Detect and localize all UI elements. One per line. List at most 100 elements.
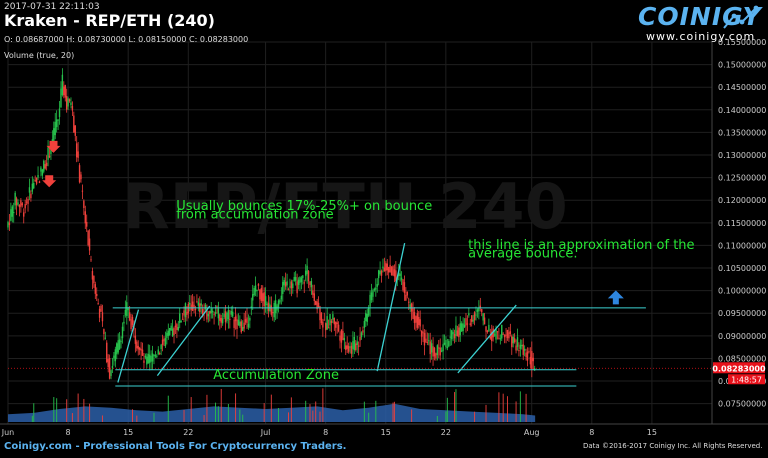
candle-body (511, 336, 513, 348)
candle-body (107, 359, 109, 368)
candle-body (206, 309, 208, 320)
candle-body (44, 164, 46, 169)
candle-body (7, 221, 9, 228)
candle-body (94, 284, 97, 294)
candle-body (61, 74, 64, 96)
footer-copyright: Data ©2016-2017 Coinigy Inc. All Rights … (583, 442, 763, 450)
candle-body (45, 162, 48, 167)
candle-body (342, 331, 344, 341)
candle-body (246, 317, 248, 324)
candle-body (157, 349, 159, 355)
y-tick-label: 0.11000000 (718, 241, 766, 250)
candle-body (465, 318, 467, 326)
candle-body (111, 365, 114, 369)
candle-body (492, 328, 494, 338)
annotation-text: average bounce. (468, 247, 577, 262)
candle-body (304, 270, 307, 276)
y-tick-label: 0.12000000 (718, 196, 766, 205)
candle-body (360, 332, 363, 338)
coinigy-url[interactable]: www.coinigy.com (646, 30, 756, 43)
candles (7, 68, 536, 422)
candle-body (33, 182, 35, 189)
candle-body (118, 339, 121, 350)
countdown-tag (728, 374, 765, 385)
footer-tagline[interactable]: Coinigy.com - Professional Tools For Cry… (4, 441, 347, 452)
candle-body (74, 125, 76, 136)
candle-body (233, 319, 235, 328)
y-tick-label: 0.09500000 (718, 309, 766, 318)
candle-body (513, 338, 516, 343)
candle-body (495, 329, 497, 340)
candle-body (140, 348, 142, 351)
candle-body (297, 279, 300, 285)
candle-body (37, 175, 39, 178)
candle-body (310, 280, 313, 288)
y-tick-label: 0.14500000 (718, 83, 766, 92)
candle-body (179, 313, 181, 324)
candle-body (81, 190, 84, 192)
candle-body (57, 119, 59, 121)
candle-body (532, 357, 534, 362)
y-tick-label: 0.15500000 (718, 38, 766, 47)
candle-body (455, 325, 457, 336)
candle-body (23, 212, 25, 217)
candle-body (163, 338, 165, 342)
candle-body (284, 282, 287, 287)
candle-body (430, 343, 433, 353)
candle-body (236, 319, 238, 329)
candle-body (472, 319, 474, 322)
candle-body (369, 294, 371, 307)
candle-body (448, 340, 450, 347)
candle-body (523, 348, 526, 351)
candle-body (186, 311, 188, 315)
candle-body (41, 169, 44, 176)
candle-body (249, 317, 251, 321)
candle-body (509, 331, 512, 334)
candle-body (479, 305, 481, 309)
candle-body (309, 281, 311, 286)
candle-body (280, 295, 283, 300)
candle-body (415, 316, 417, 323)
candle-body (292, 283, 294, 289)
x-tick-label: 15 (647, 428, 657, 437)
candle-body (317, 302, 320, 308)
candle-body (482, 313, 484, 321)
candle-body (114, 349, 117, 362)
candle-body (320, 312, 323, 324)
candle-body (399, 273, 401, 277)
candle-body (402, 279, 404, 291)
axes: 0.075000000.080000000.085000000.09000000… (0, 38, 768, 437)
candle-body (357, 345, 360, 347)
candle-body (264, 296, 267, 306)
y-tick-label: 0.12500000 (718, 174, 766, 183)
candle-body (210, 308, 212, 314)
volume-indicator-label[interactable]: Volume (true, 20) (4, 51, 75, 60)
x-tick-label: 8 (589, 428, 594, 437)
candle-body (453, 334, 456, 339)
candle-body (496, 331, 499, 333)
candle-body (223, 313, 225, 318)
candle-body (339, 335, 341, 341)
candle-body (489, 336, 492, 339)
candle-body (508, 332, 510, 339)
candle-body (93, 275, 95, 284)
candle-body (270, 305, 273, 315)
candle-body (287, 289, 290, 291)
candle-body (306, 265, 308, 275)
y-tick-label: 0.11500000 (718, 219, 766, 228)
last-price-tag (713, 362, 765, 374)
candle-body (498, 337, 500, 339)
candle-body (522, 344, 524, 355)
candle-body (363, 320, 366, 328)
candle-body (289, 286, 291, 288)
candle-body (502, 333, 504, 335)
candle-body (254, 285, 257, 292)
candle-body (77, 151, 79, 158)
candle-body (323, 319, 325, 321)
trend-segment (376, 243, 406, 372)
candle-body (106, 342, 108, 362)
sell-marker-icon (42, 175, 57, 188)
candle-body (80, 174, 82, 180)
candle-body (478, 307, 480, 312)
